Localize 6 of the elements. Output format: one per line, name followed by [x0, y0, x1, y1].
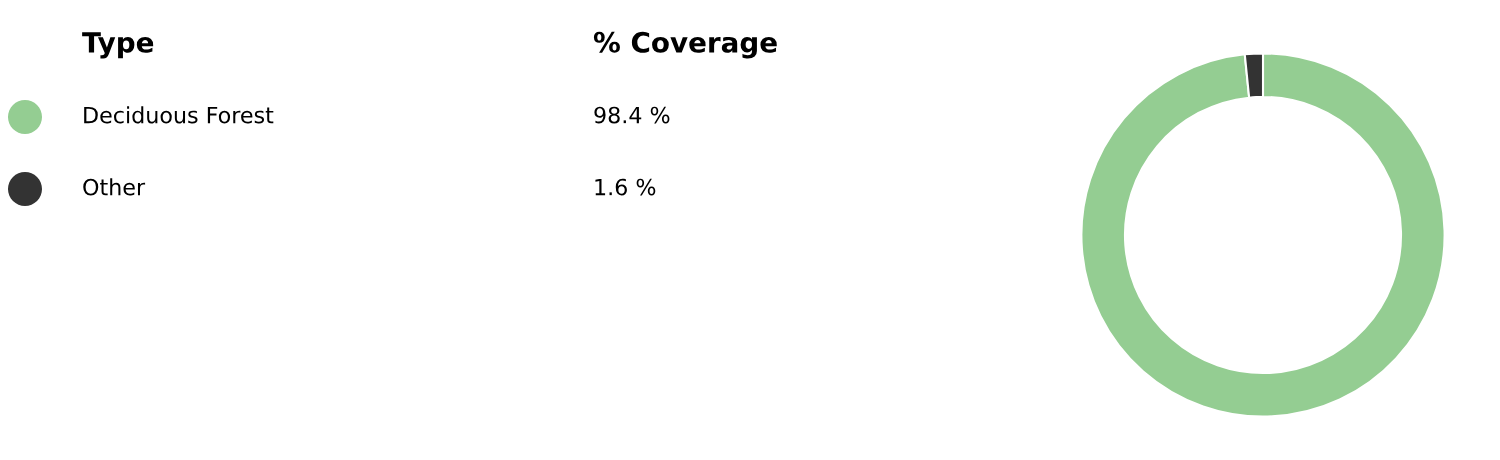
text: % Coverage [593, 31, 777, 59]
data-label: 98.4 % [594, 106, 670, 124]
legend-label: Other [83, 178, 146, 196]
legend-title: Type [82, 32, 154, 59]
data-label: 1.6 % [595, 178, 656, 196]
legend-label: Deciduous Forest [84, 106, 274, 124]
